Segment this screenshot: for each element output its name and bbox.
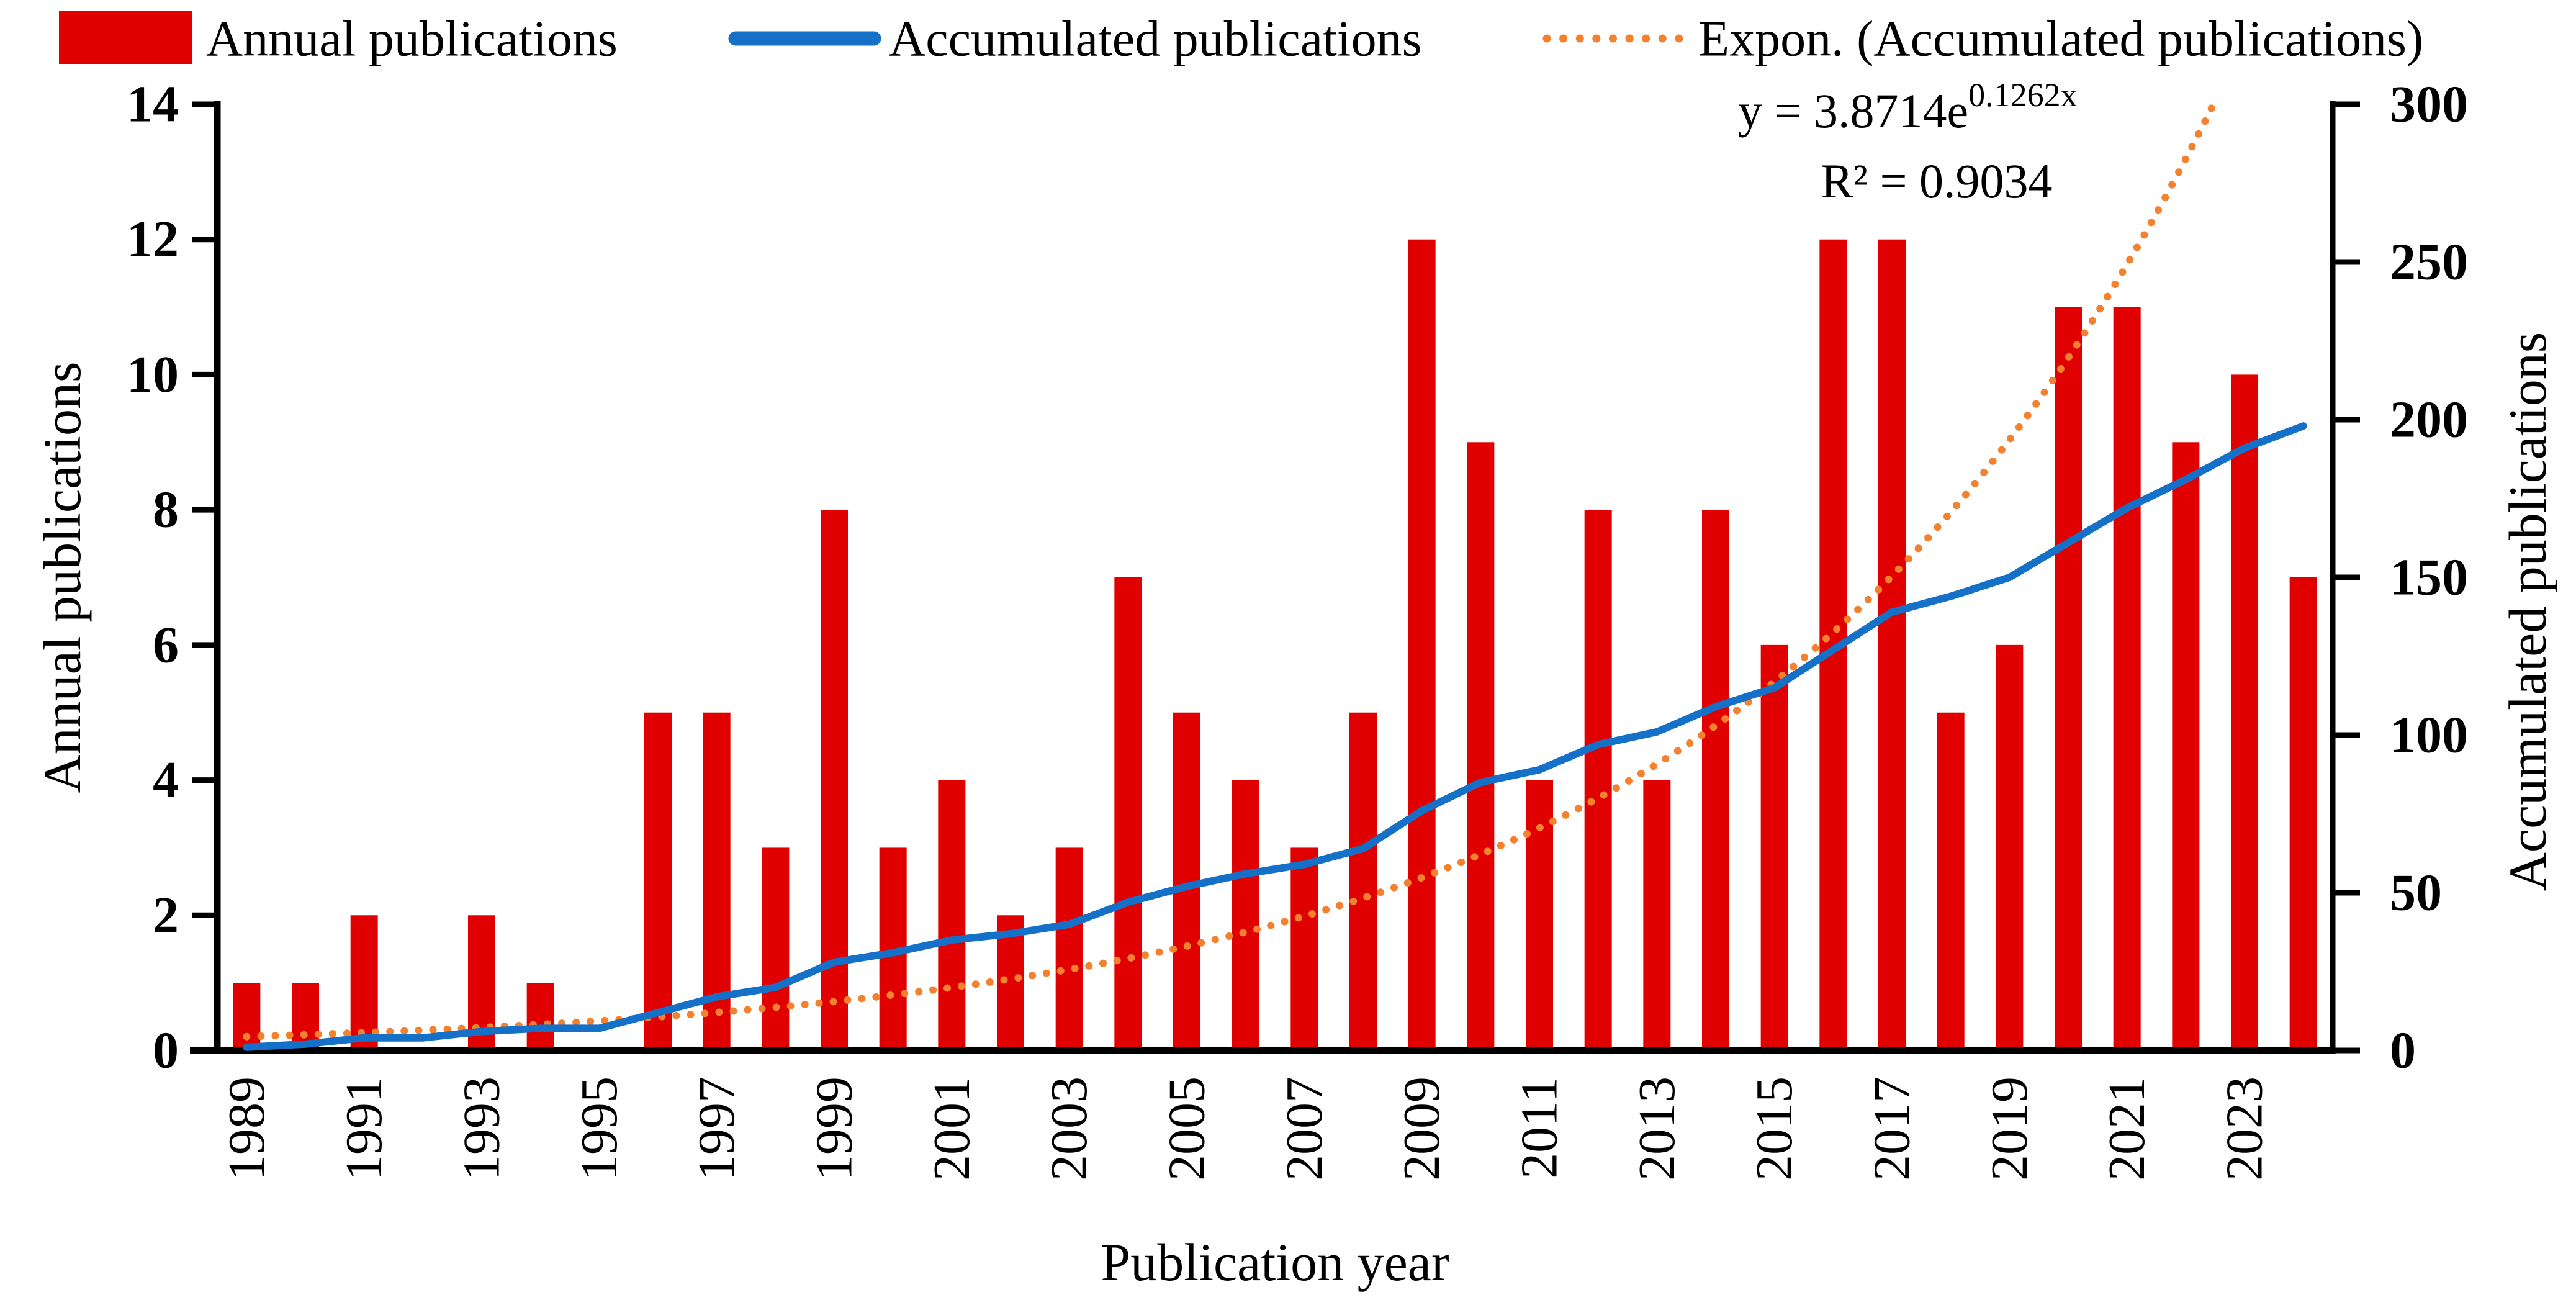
x-label-2011: 2011 [1511,1077,1569,1179]
x-label-2009: 2009 [1393,1077,1451,1181]
plot-area: 0 2 4 6 8 10 12 14 0 50 100 150 200 250 300 1989 1991 199… [127,76,2468,1181]
x-label-1995: 1995 [570,1077,628,1181]
bar-1994 [526,983,554,1050]
bar-2012 [1584,510,1612,1050]
left-tick-label-10: 10 [127,346,179,404]
x-label-2017: 2017 [1863,1077,1921,1181]
bar-2021 [2113,307,2141,1051]
bar-2022 [2172,442,2200,1050]
bar-1991 [350,915,378,1050]
left-tick-label-8: 8 [153,481,179,539]
r-squared-text: R² = 0.9034 [1821,154,2053,208]
x-axis-title: Publication year [1101,1232,1449,1292]
x-label-1991: 1991 [335,1077,393,1181]
bar-2010 [1467,442,1495,1050]
legend: Annual publications Accumulated publicat… [59,11,2423,67]
expon-trendline [243,101,2217,1041]
legend-label-expon: Expon. (Accumulated publications) [1698,11,2423,67]
bar-2024 [2289,577,2317,1050]
x-label-1997: 1997 [688,1077,745,1181]
left-tick-label-2: 2 [153,887,179,944]
x-label-2023: 2023 [2216,1077,2274,1181]
accumulated-line [243,422,2307,1051]
left-tick-label-6: 6 [153,616,179,674]
x-label-1993: 1993 [453,1077,511,1181]
bar-1998 [762,847,790,1050]
bar-2020 [2055,307,2082,1051]
x-label-1999: 1999 [806,1077,863,1181]
bar-2006 [1232,780,1259,1050]
bar-2008 [1349,712,1377,1050]
x-label-2003: 2003 [1040,1077,1098,1181]
x-label-2005: 2005 [1158,1077,1216,1181]
bar-2013 [1643,780,1671,1050]
annual-publications-swatch [59,11,192,64]
left-tick-label-4: 4 [153,751,179,809]
left-tick-label-14: 14 [127,76,179,133]
equation-text: y = 3.8714e0.1262x [1738,76,2078,138]
bar-2007 [1290,847,1318,1050]
bar-1990 [292,983,319,1050]
right-tick-label-300: 300 [2390,76,2468,133]
right-tick-label-100: 100 [2390,707,2468,764]
x-label-2015: 2015 [1745,1077,1803,1181]
x-label-1989: 1989 [218,1077,276,1181]
bar-1996 [644,712,672,1050]
trendline-equation: y = 3.8714e0.1262x R² = 0.9034 [1738,76,2078,208]
left-axis-title: Annual publications [32,361,92,793]
legend-label-annual: Annual publications [206,11,618,67]
bar-2014 [1702,510,1729,1050]
right-tick-label-50: 50 [2390,864,2442,922]
x-label-2001: 2001 [923,1077,981,1181]
bar-2009 [1408,239,1436,1050]
legend-label-accumulated: Accumulated publications [889,11,1421,67]
x-label-2019: 2019 [1981,1077,2038,1181]
right-tick-label-0: 0 [2390,1022,2416,1080]
right-tick-label-150: 150 [2390,549,2468,607]
left-tick-label-0: 0 [153,1022,179,1080]
bar-2023 [2231,374,2258,1050]
right-tick-label-250: 250 [2390,233,2468,291]
bar-2004 [1114,577,1142,1050]
bar-2019 [1996,644,2024,1050]
bar-2011 [1526,780,1553,1050]
x-label-2007: 2007 [1276,1077,1333,1181]
right-tick-label-200: 200 [2390,391,2468,449]
bar-2003 [1055,847,1083,1050]
bar-2017 [1878,239,1906,1050]
left-tick-label-12: 12 [127,210,179,268]
x-label-2021: 2021 [2098,1077,2156,1181]
right-axis-title: Accumulated publications [2498,332,2557,891]
bar-2018 [1937,712,1965,1050]
bar-2001 [938,780,966,1050]
bar-2015 [1760,644,1788,1050]
x-label-2013: 2013 [1628,1077,1686,1181]
